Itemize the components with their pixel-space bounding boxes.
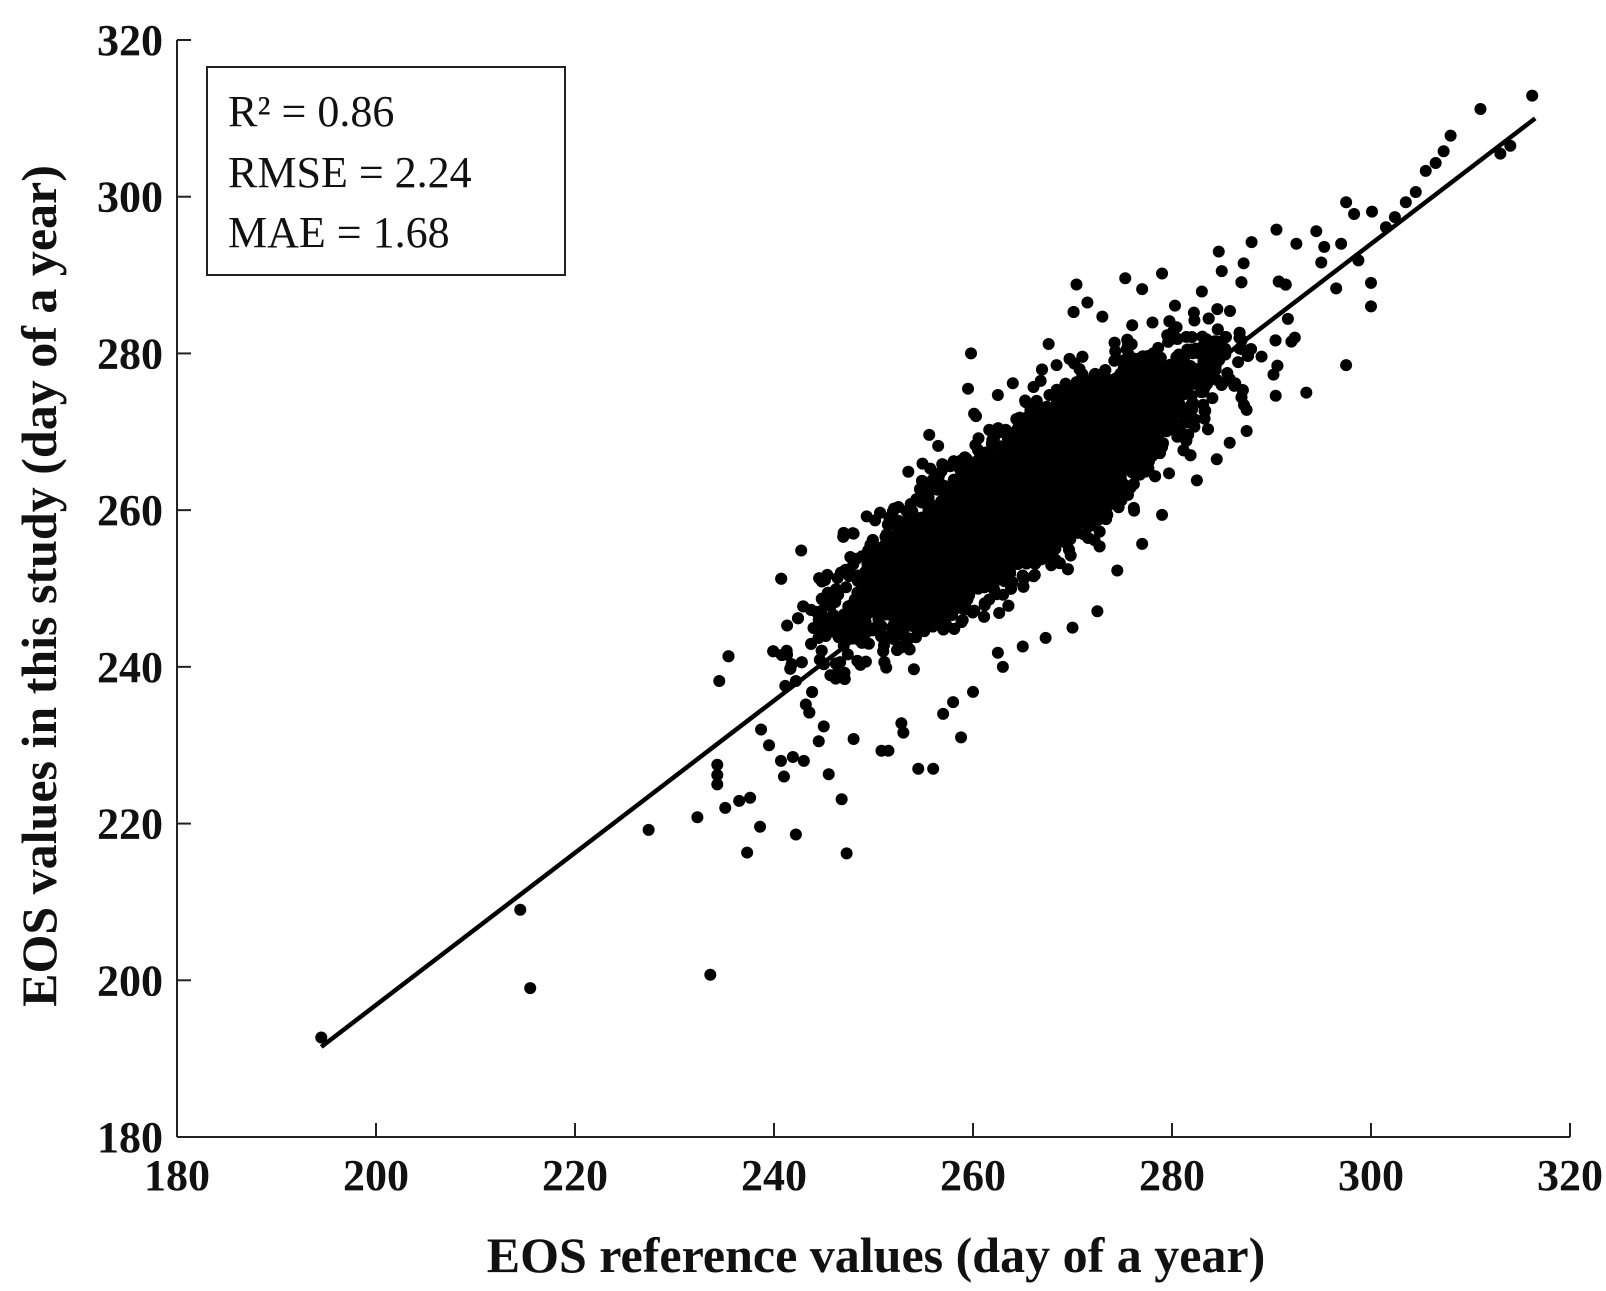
data-point — [1211, 303, 1224, 316]
data-point — [1128, 504, 1141, 517]
data-point — [916, 457, 929, 470]
data-point — [1281, 312, 1294, 325]
data-point — [1224, 305, 1236, 317]
data-point — [1269, 389, 1282, 402]
data-point — [1146, 316, 1159, 329]
data-point — [795, 544, 808, 557]
data-point — [840, 581, 853, 594]
data-point — [993, 607, 1006, 619]
data-point — [1019, 394, 1032, 407]
data-point — [781, 619, 794, 632]
data-point — [1232, 356, 1245, 369]
